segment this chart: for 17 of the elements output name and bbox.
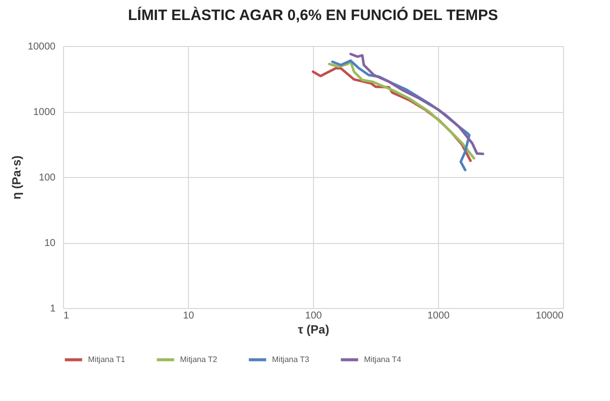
x-axis-title: τ (Pa) (298, 322, 330, 336)
y-tick-label: 100 (38, 172, 56, 184)
chart-title: LÍMIT ELÀSTIC AGAR 0,6% EN FUNCIÓ DEL TEMPS (128, 6, 498, 24)
y-tick-label: 1000 (33, 107, 56, 118)
y-tick-label: 10000 (28, 42, 56, 52)
x-tick-label: 1000 (427, 310, 450, 322)
y-tick-label: 1 (50, 304, 56, 314)
x-tick-label: 1 (64, 310, 70, 322)
x-tick-label: 10 (182, 310, 194, 322)
x-tick-label: 100 (305, 310, 322, 322)
legend-label: Mitjana T3 (272, 354, 310, 364)
y-axis-title: η (Pa·s) (10, 155, 24, 200)
legend-label: Mitjana T2 (180, 354, 218, 364)
legend-label: Mitjana T1 (88, 354, 126, 364)
x-tick-label: 10000 (536, 310, 564, 322)
y-tick-label: 10 (44, 238, 56, 249)
legend-label: Mitjana T4 (364, 354, 402, 364)
